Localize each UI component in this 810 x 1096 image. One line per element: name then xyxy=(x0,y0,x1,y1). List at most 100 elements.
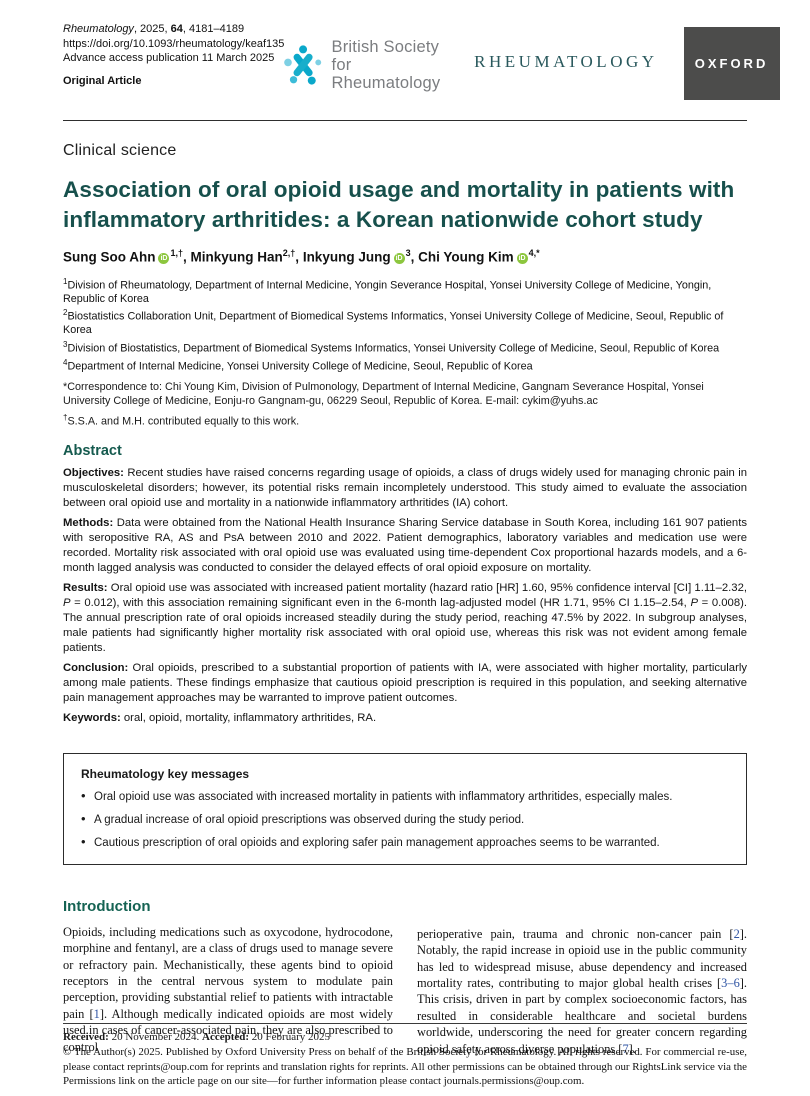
affiliation-line: 3Division of Biostatistics, Department o… xyxy=(63,338,747,356)
text-segment: 64 xyxy=(170,23,183,35)
equal-contribution-note: †S.S.A. and M.H. contributed equally to … xyxy=(63,411,747,429)
author-name[interactable]: Chi Young Kim xyxy=(418,249,514,265)
text-segment: P xyxy=(63,596,71,609)
bsr-logo-text: British Society for Rheumatology xyxy=(332,38,447,92)
correspondence-marker: * xyxy=(63,381,68,394)
text-segment: perioperative pain, trauma and chronic n… xyxy=(417,926,734,941)
objectives-text: Recent studies have raised concerns rega… xyxy=(63,466,747,509)
oxford-logo: OXFORD xyxy=(683,27,780,100)
author-separator: , xyxy=(183,249,191,265)
introduction-paragraph-left: Opioids, including medications such as o… xyxy=(63,924,393,1055)
affiliation-text: Division of Biostatistics, Department of… xyxy=(67,342,720,355)
citation-link[interactable]: 2 xyxy=(733,926,740,941)
author-superscript: 4,* xyxy=(528,248,540,258)
citation-link[interactable]: 3–6 xyxy=(721,976,740,991)
introduction-paragraph-right: perioperative pain, trauma and chronic n… xyxy=(417,926,747,1057)
conclusion-text: Oral opioids, prescribed to a substantia… xyxy=(63,661,747,704)
affiliation-number: 2 xyxy=(63,308,68,318)
citation-link[interactable]: 1 xyxy=(93,1006,100,1021)
text-segment: P xyxy=(690,596,698,609)
affiliation-number: 4 xyxy=(63,358,68,368)
affiliation-line: 2Biostatistics Collaboration Unit, Depar… xyxy=(63,306,747,338)
section-label: Clinical science xyxy=(63,142,177,159)
journal-wordmark: RHEUMATOLOGY xyxy=(474,52,658,71)
objectives-label: Objectives: xyxy=(63,466,124,479)
conclusion-label: Conclusion: xyxy=(63,661,129,674)
orcid-icon[interactable]: iD xyxy=(158,252,170,264)
affiliations: 1Division of Rheumatology, Department of… xyxy=(63,275,747,375)
text-segment: ]. xyxy=(628,1041,636,1056)
doi-link[interactable]: https://doi.org/10.1093/rheumatology/kea… xyxy=(63,37,285,50)
methods-text: Data were obtained from the National Hea… xyxy=(63,516,747,574)
text-segment: 20 November 2024. xyxy=(108,1031,202,1044)
introduction-heading: Introduction xyxy=(63,897,151,915)
article-title: Association of oral opioid usage and mor… xyxy=(63,177,735,232)
text-segment: Received: xyxy=(63,1031,109,1044)
abstract-results: Results: Oral opioid use was associated … xyxy=(63,581,747,656)
header-divider xyxy=(63,120,747,121)
author-name[interactable]: Inkyung Jung xyxy=(302,249,391,265)
affiliation-text: Division of Rheumatology, Department of … xyxy=(63,279,712,305)
key-messages-list: Oral opioid use was associated with incr… xyxy=(81,789,729,850)
text-segment: , 2025, xyxy=(133,23,171,35)
orcid-icon[interactable]: iD xyxy=(393,252,405,264)
keywords-label: Keywords: xyxy=(63,711,121,724)
text-segment: 20 February 2025 xyxy=(249,1031,331,1044)
bsr-logo-icon xyxy=(284,45,322,85)
citation-link[interactable]: 7 xyxy=(622,1041,629,1056)
author-line: Sung Soo Ahn iD 1,†, Minkyung Han2,†, Inky… xyxy=(63,248,747,265)
left-column: Introduction Opioids, including medicati… xyxy=(63,898,393,1057)
author-notes: *Correspondence to: Chi Young Kim, Divis… xyxy=(63,381,747,428)
text-segment: Rheumatology xyxy=(63,23,134,35)
article-type-label: Original Article xyxy=(63,74,142,87)
text-segment: ]. Although medically indicated opioids … xyxy=(63,1006,393,1054)
footer-divider xyxy=(63,1023,747,1025)
abstract-section: Abstract Objectives: Recent studies have… xyxy=(63,443,747,726)
text-segment: Results: xyxy=(63,581,108,594)
text-segment: Oral opioid use was associated with incr… xyxy=(107,581,747,594)
author-superscript: 3 xyxy=(405,248,411,258)
text-segment: ]. This crisis, driven in part by comple… xyxy=(417,976,747,1056)
affiliation-text: Biostatistics Collaboration Unit, Depart… xyxy=(63,310,724,337)
author-separator: , xyxy=(295,249,303,265)
key-message-item: A gradual increase of oral opioid prescr… xyxy=(81,812,729,827)
journal-citation: Rheumatology, 2025, 64, 4181–4189 xyxy=(63,22,284,37)
keywords-line: Keywords: oral, opioid, mortality, infla… xyxy=(63,711,747,726)
advance-access: Advance access publication 11 March 2025 xyxy=(63,52,275,64)
abstract-objectives: Objectives: Recent studies have raised c… xyxy=(63,466,747,511)
abstract-conclusion: Conclusion: Oral opioids, prescribed to … xyxy=(63,661,747,706)
key-message-item: Cautious prescription of oral opioids an… xyxy=(81,835,729,850)
author-separator: , xyxy=(410,249,419,265)
text-segment: , 4181–4189 xyxy=(182,23,245,35)
equal-contribution-marker: † xyxy=(63,412,68,422)
text-segment: = 0.008). The annual prescription rate o… xyxy=(63,596,747,654)
abstract-heading: Abstract xyxy=(63,442,122,459)
bsr-text-line2: Rheumatology xyxy=(331,74,441,92)
masthead: Rheumatology, 2025, 64, 4181–4189 https:… xyxy=(63,22,780,100)
bsr-text-line1: British Society for xyxy=(331,38,440,74)
right-column: perioperative pain, trauma and chronic n… xyxy=(417,898,747,1057)
body-columns: Introduction Opioids, including medicati… xyxy=(63,898,747,1057)
copyright-notice: © The Author(s) 2025. Published by Oxfor… xyxy=(63,1046,747,1087)
affiliation-number: 1 xyxy=(63,276,68,286)
page-footer: Received: 20 November 2024. Accepted: 20… xyxy=(63,1023,747,1088)
author-name[interactable]: Minkyung Han xyxy=(190,249,283,265)
key-message-item: Oral opioid use was associated with incr… xyxy=(81,789,729,804)
bsr-logo: British Society for Rheumatology xyxy=(284,38,446,92)
correspondence-text: Correspondence to: Chi Young Kim, Divisi… xyxy=(63,381,704,408)
key-messages-title: Rheumatology key messages xyxy=(81,766,250,781)
received-accepted-line: Received: 20 November 2024. Accepted: 20… xyxy=(63,1031,747,1043)
key-messages-box: Rheumatology key messages Oral opioid us… xyxy=(63,752,747,865)
author-superscript: 2,† xyxy=(282,248,296,258)
logo-row: British Society for Rheumatology RHEUMAT… xyxy=(284,22,780,100)
equal-contribution-text: S.S.A. and M.H. contributed equally to t… xyxy=(67,415,300,428)
text-segment: Opioids, including medications such as o… xyxy=(63,924,393,1021)
orcid-icon[interactable]: iD xyxy=(516,252,528,264)
citation-meta: Rheumatology, 2025, 64, 4181–4189 https:… xyxy=(63,22,284,88)
text-segment: ]. Notably, the rapid increase in opioid… xyxy=(417,926,747,991)
text-segment: = 0.012), with this association remainin… xyxy=(70,596,691,609)
abstract-methods: Methods: Data were obtained from the Nat… xyxy=(63,516,747,576)
author-name[interactable]: Sung Soo Ahn xyxy=(63,249,156,265)
text-segment: Accepted: xyxy=(202,1031,250,1044)
